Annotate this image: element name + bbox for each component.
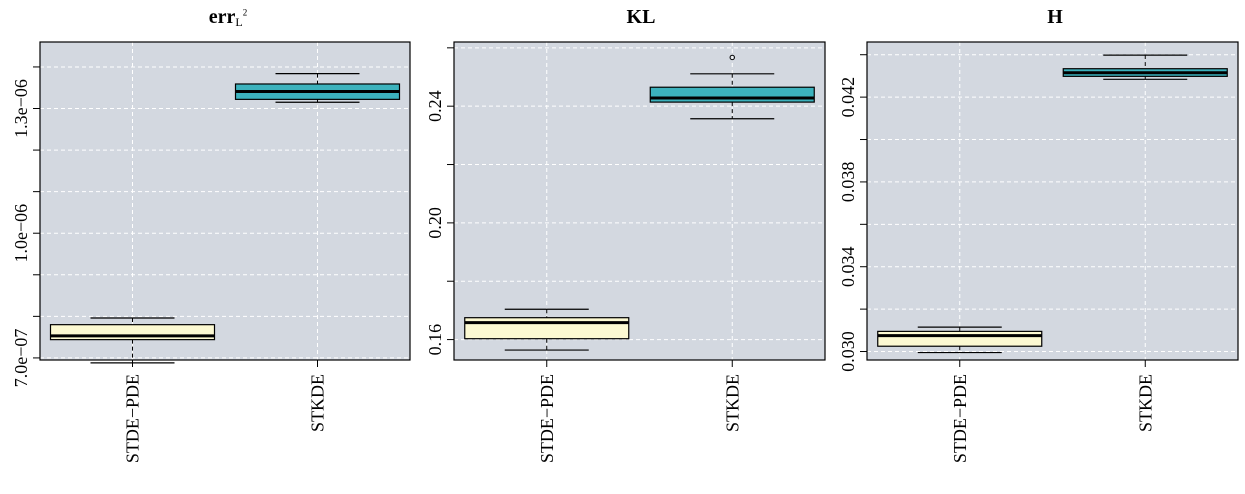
panel-3-title: H	[1047, 6, 1063, 28]
x-tick-label: STDE−PDE	[950, 374, 970, 463]
outlier-point	[729, 54, 735, 61]
y-tick-label: 0.20	[425, 207, 445, 239]
panel-1-title: errL2	[208, 6, 248, 29]
x-tick-label: STKDE	[722, 374, 742, 432]
box-stkde	[649, 86, 815, 103]
y-tick-label: 0.038	[838, 162, 858, 203]
panel-background	[867, 42, 1238, 360]
panel-frame	[866, 41, 1239, 361]
y-tick-label: 0.034	[838, 246, 858, 287]
box-stde-pde	[464, 317, 630, 340]
y-tick-label: 0.24	[425, 90, 445, 122]
y-tick-label: 7.0e−07	[11, 329, 31, 388]
x-tick-label: STDE−PDE	[537, 374, 557, 463]
x-tick-label: STKDE	[308, 374, 328, 432]
y-tick-label: 0.030	[838, 331, 858, 372]
y-tick-label: 1.3e−06	[11, 79, 31, 138]
panel-2-title: KL	[626, 6, 656, 28]
panel-frame	[453, 41, 826, 361]
x-tick-label: STKDE	[1135, 374, 1155, 432]
panel-frame	[39, 41, 411, 361]
y-tick-label: 0.16	[425, 324, 445, 356]
x-tick-label: STDE−PDE	[123, 374, 143, 463]
y-tick-label: 1.0e−06	[11, 204, 31, 263]
box-stde-pde	[877, 330, 1043, 347]
y-tick-label: 0.042	[838, 77, 858, 118]
